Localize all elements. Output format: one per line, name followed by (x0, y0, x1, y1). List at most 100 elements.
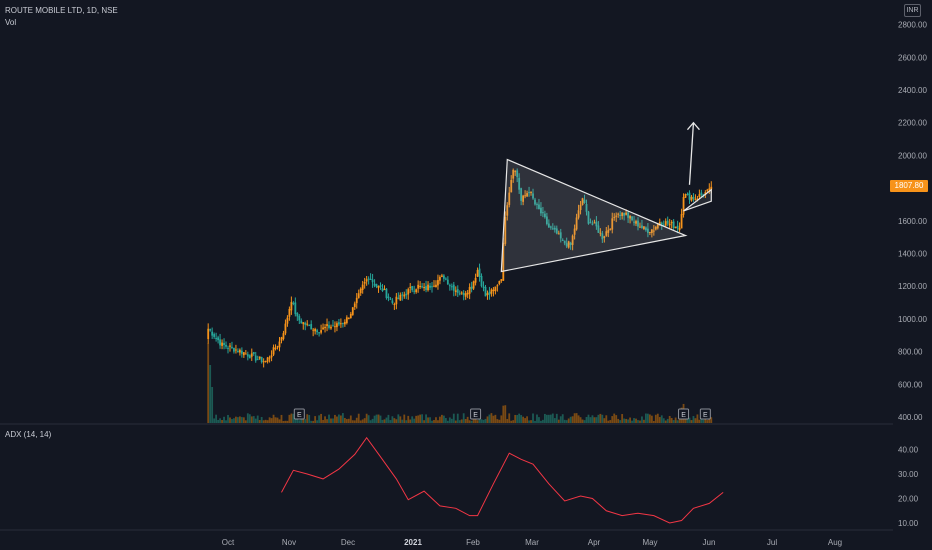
candle-body (538, 204, 540, 210)
candle-body (306, 323, 309, 325)
volume-bar (660, 415, 663, 423)
symbol-title[interactable]: ROUTE MOBILE LTD, 1D, NSE (5, 6, 118, 15)
volume-bar (294, 417, 297, 423)
candle-body (238, 349, 241, 353)
earnings-badge-box[interactable] (699, 408, 711, 420)
candle-body (442, 275, 445, 279)
candle-body (478, 268, 481, 277)
candle-body (555, 228, 558, 234)
triangle-pattern[interactable] (500, 158, 688, 273)
volume-bar (643, 419, 645, 423)
volume-bar (639, 420, 641, 423)
candle-body (658, 221, 661, 226)
volume-bar (278, 419, 281, 423)
candle-body (270, 355, 273, 358)
candle-body (250, 353, 253, 357)
earnings-badge-box[interactable] (678, 408, 690, 420)
volume-bar (446, 420, 449, 423)
price-tick-label: 2800.00 (898, 21, 927, 30)
earnings-badge-box[interactable] (470, 408, 482, 420)
price-axis[interactable]: 2800.002600.002400.002200.002000.001800.… (898, 21, 927, 422)
candle-body (484, 286, 487, 297)
flag-pattern[interactable] (683, 188, 712, 212)
candle-body (375, 284, 378, 287)
candle-body (700, 192, 703, 195)
pattern-drawings[interactable] (500, 121, 712, 273)
volume-bar (310, 420, 313, 423)
earnings-badge-label: E (681, 412, 686, 419)
breakout-arrow[interactable] (688, 122, 695, 185)
volume-bar (540, 420, 542, 423)
volume-bar (654, 414, 657, 423)
earnings-marker[interactable]: E (470, 408, 482, 420)
last-price-tag: 1807.80 (890, 180, 928, 192)
volume-bar (617, 418, 620, 423)
volume-bar (468, 420, 471, 423)
candle-body (656, 223, 659, 229)
candle-body (383, 289, 386, 291)
candle-body (629, 215, 631, 219)
earnings-marker[interactable]: E (678, 408, 690, 420)
time-axis[interactable]: Oct Nov Dec 2021 Feb Mar Apr May Jun Jul Aug (222, 538, 842, 547)
volume-bar (605, 415, 608, 423)
earnings-badge-box[interactable] (293, 408, 305, 420)
candle-body (480, 276, 483, 287)
volume-bar (522, 416, 525, 423)
candle-body (399, 294, 402, 301)
volume-bar (268, 417, 271, 423)
volume-bar (633, 418, 635, 423)
volume-bar (444, 418, 447, 423)
candle-body (573, 228, 576, 235)
volume-bar (252, 416, 255, 423)
candle-body (209, 329, 212, 331)
time-tick-label: Dec (341, 538, 355, 547)
candle-body (308, 325, 311, 327)
candle-body (260, 357, 263, 363)
candle-body (365, 279, 368, 282)
earnings-marker[interactable]: E (293, 408, 305, 420)
volume-label[interactable]: Vol (5, 18, 17, 27)
candle-body (316, 330, 319, 333)
arrow-head-icon[interactable] (686, 121, 700, 131)
volume-bar (389, 420, 392, 423)
candle-body (662, 224, 665, 226)
candle-body (227, 347, 229, 349)
candle-body (322, 327, 324, 330)
candle-body (668, 223, 671, 226)
volume-bar (324, 416, 326, 423)
candle-body (244, 353, 247, 355)
volume-bar (334, 414, 336, 423)
candle-body (591, 223, 594, 225)
volume-bar (298, 420, 301, 423)
candle-body (264, 361, 267, 363)
volume-bar (371, 418, 374, 423)
candle-body (518, 177, 521, 190)
earnings-marker[interactable]: E (699, 408, 711, 420)
candle-body (290, 302, 293, 311)
volume-bar (534, 420, 536, 423)
volume-bar (456, 413, 459, 423)
currency-badge[interactable]: INR (904, 4, 921, 17)
candle-body (294, 302, 297, 315)
candle-body (405, 293, 408, 296)
volume-bar (339, 415, 342, 423)
candle-body (407, 289, 410, 295)
candle-body (625, 212, 628, 215)
candle-body (458, 293, 461, 295)
volume-bar (496, 419, 499, 423)
volume-bar (488, 414, 491, 423)
adx-axis[interactable]: 40.00 30.00 20.00 10.00 (898, 446, 919, 529)
volume-bar (225, 420, 227, 423)
volume-bar (304, 419, 307, 423)
volume-bar (343, 417, 346, 423)
volume-bar (347, 418, 350, 423)
earnings-badge-label: E (297, 412, 302, 419)
candle-body (409, 286, 412, 288)
volume-bar (589, 417, 592, 423)
adx-label[interactable]: ADX (14, 14) (5, 430, 52, 439)
candle-body (452, 284, 455, 291)
volume-bar (379, 415, 382, 423)
volume-bar (237, 417, 239, 423)
